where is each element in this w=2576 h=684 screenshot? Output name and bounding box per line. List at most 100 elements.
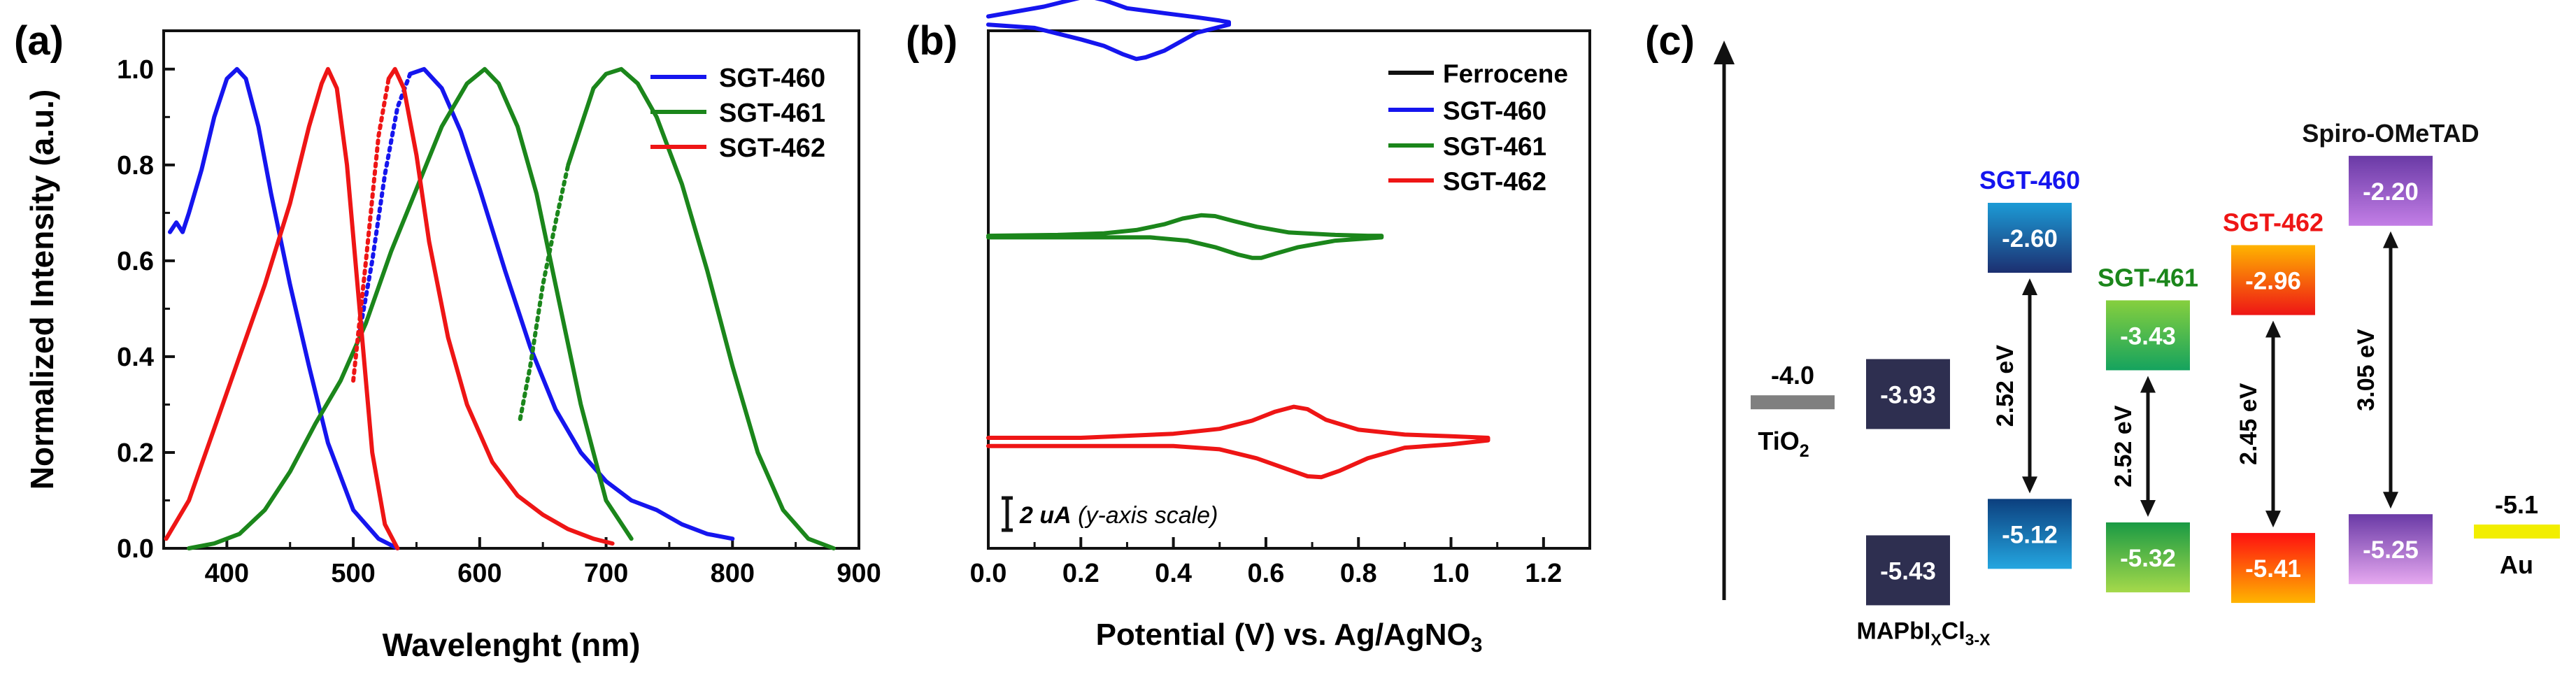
spiro-ometad-lumo-value: -2.20 <box>2363 178 2419 206</box>
a-xtick-label: 500 <box>331 559 375 588</box>
series-sgt-460-absorption <box>168 66 400 550</box>
legend-label-sgt-461: SGT-461 <box>719 99 825 128</box>
series-sgt-462-absorption <box>164 66 400 550</box>
sgt-462-lumo-box <box>2231 245 2315 315</box>
tio2-label-main: TiO <box>1758 427 1799 455</box>
panel-a-y-ticks: 0.0 0.2 0.4 0.6 0.8 1.0 <box>117 55 175 564</box>
sgt-462-arrowhead-down <box>2265 511 2281 528</box>
legend-label-sgt-460-b: SGT-460 <box>1443 97 1546 125</box>
panel-a-legend: SGT-460 SGT-461 SGT-462 <box>650 64 825 163</box>
sgt-462-lumo-value: -2.96 <box>2245 267 2301 294</box>
perovskite-label-sub1: X <box>1930 630 1942 648</box>
spiro-ometad-lumo-box <box>2349 155 2433 226</box>
sgt-461-label: SGT-461 <box>2098 263 2198 292</box>
tio2-level <box>1751 395 1835 410</box>
panel-b: (b) 0.0 0.2 0.4 0.6 0.8 1.0 1.2 Potential (V) … <box>906 0 1591 657</box>
sgt-462-arrowhead-up <box>2265 320 2281 338</box>
panel-b-series <box>986 0 1490 480</box>
a-xtick-label: 900 <box>837 559 881 588</box>
panel-a-x-ticks: 400 500 600 700 800 900 <box>162 537 881 588</box>
spiro-ometad-label: Spiro-OMeTAD <box>2302 119 2479 148</box>
spiro-ometad-homo-box <box>2349 514 2433 585</box>
panel-b-frame <box>987 29 1591 550</box>
panel-b-x-ticks: 0.0 0.2 0.4 0.6 0.8 1.0 1.2 <box>970 537 1591 588</box>
spiro-ometad-arrowhead-down <box>2383 492 2398 509</box>
spiro-ometad-homo-value: -5.25 <box>2363 536 2419 564</box>
series-sgt-461-absorption <box>187 66 634 550</box>
cv-sgt-460 <box>986 0 1231 62</box>
panel-b-xlabel-sub: 3 <box>1471 634 1483 657</box>
a-xtick-label: 700 <box>584 559 628 588</box>
panel-b-xlabel: Potential (V) vs. Ag/AgNO3 <box>1096 618 1483 657</box>
perovskite-label-a: MAPbI <box>1857 618 1931 644</box>
sgt-461-lumo-value: -3.43 <box>2120 322 2176 350</box>
au-value: -5.1 <box>2495 490 2538 519</box>
b-xtick-label: 1.2 <box>1525 559 1562 588</box>
legend-label-sgt-460: SGT-460 <box>719 64 825 93</box>
sgt-460-arrowhead-up <box>2022 278 2037 295</box>
scale-bar: 2 uA (y-axis scale) <box>1002 496 1218 532</box>
a-ytick-label: 0.6 <box>117 247 154 276</box>
au-label: Au <box>2500 550 2533 579</box>
panel-a-ylabel: Normalized Intensity (a.u.) <box>24 90 60 490</box>
b-xtick-label: 0.8 <box>1340 559 1377 588</box>
b-xtick-label: 0.6 <box>1248 559 1285 588</box>
legend-label-ferrocene: Ferrocene <box>1443 59 1568 88</box>
cv-sgt-461 <box>986 213 1384 260</box>
series-sgt-462-emission-dotted <box>351 76 391 383</box>
sgt-462-homo-value: -5.41 <box>2245 555 2301 583</box>
legend-label-sgt-462: SGT-462 <box>719 134 825 163</box>
cv-sgt-462 <box>986 404 1490 480</box>
series-sgt-461-emission <box>566 66 836 550</box>
a-ytick-label: 0.8 <box>117 151 154 180</box>
a-xtick-label: 600 <box>457 559 501 588</box>
perovskite-label-mid: Cl <box>1942 618 1965 644</box>
sgt-460-homo-value: -5.12 <box>2002 521 2058 548</box>
a-xtick-label: 400 <box>205 559 249 588</box>
sgt-462-gap-label: 2.45 eV <box>2235 383 2262 465</box>
spiro-ometad-gap-label: 3.05 eV <box>2353 329 2379 411</box>
perovskite-lumo-box <box>1866 359 1950 429</box>
series-sgt-460-emission <box>408 66 735 541</box>
sgt-462-homo-box <box>2231 533 2315 604</box>
legend-label-sgt-462-b: SGT-462 <box>1443 167 1546 196</box>
a-ytick-label: 0.4 <box>117 343 154 372</box>
sgt-460-lumo-value: -2.60 <box>2002 225 2058 252</box>
tio2-label-sub: 2 <box>1800 441 1809 461</box>
sgt-461-arrowhead-down <box>2140 499 2156 517</box>
energy-levels: -4.0TiO2-3.93-5.43MAPbIXCl3-X-2.60-5.12S… <box>1751 119 2560 648</box>
perovskite-label-sub2: 3-X <box>1965 630 1991 648</box>
b-xtick-label: 0.0 <box>970 559 1007 588</box>
panel-c: (c) -4.0 TiO2 -3.93 -5.43 MAPbIXCl3-X -2.60 -5… <box>1645 18 2560 648</box>
b-xtick-label: 0.4 <box>1155 559 1192 588</box>
series-sgt-462-emission <box>386 66 615 546</box>
scale-bar-value: 2 uA <box>1019 502 1072 529</box>
spiro-ometad-arrowhead-up <box>2383 231 2398 248</box>
tio2-value: -4.0 <box>1771 361 1814 390</box>
sgt-461-gap-label: 2.52 eV <box>2110 405 2137 487</box>
panel-a: (a) 0.0 0.2 0.4 0.6 0.8 1.0 400 500 600 700 800 90… <box>14 18 881 663</box>
perovskite-label: MAPbIXCl3-X <box>1857 618 1991 648</box>
b-xtick-label: 0.2 <box>1062 559 1100 588</box>
sgt-460-gap-label: 2.52 eV <box>1992 345 2019 427</box>
legend-label-sgt-461-b: SGT-461 <box>1443 132 1546 161</box>
a-ytick-label: 1.0 <box>117 55 154 85</box>
perovskite-homo-value: -5.43 <box>1880 557 1936 585</box>
panel-a-label: (a) <box>14 18 64 64</box>
panel-b-legend: Ferrocene SGT-460 SGT-461 SGT-462 <box>1388 59 1568 196</box>
panel-b-xlabel-main: Potential (V) vs. Ag/AgNO <box>1096 618 1471 652</box>
sgt-461-lumo-box <box>2106 300 2190 371</box>
sgt-460-arrowhead-down <box>2022 476 2037 494</box>
panel-a-xlabel: Wavelenght (nm) <box>383 627 641 663</box>
panel-a-frame <box>162 29 860 550</box>
sgt-461-arrowhead-up <box>2140 376 2156 393</box>
panel-b-label: (b) <box>906 18 958 64</box>
a-ytick-label: 0.2 <box>117 439 154 468</box>
au-level <box>2474 525 2560 539</box>
sgt-461-homo-box <box>2106 522 2190 592</box>
b-xtick-label: 1.0 <box>1432 559 1470 588</box>
sgt-461-homo-value: -5.32 <box>2120 545 2176 572</box>
scale-bar-text: 2 uA (y-axis scale) <box>1019 502 1218 529</box>
energy-axis-arrowhead <box>1714 41 1735 64</box>
sgt-460-homo-box <box>1988 499 2072 569</box>
